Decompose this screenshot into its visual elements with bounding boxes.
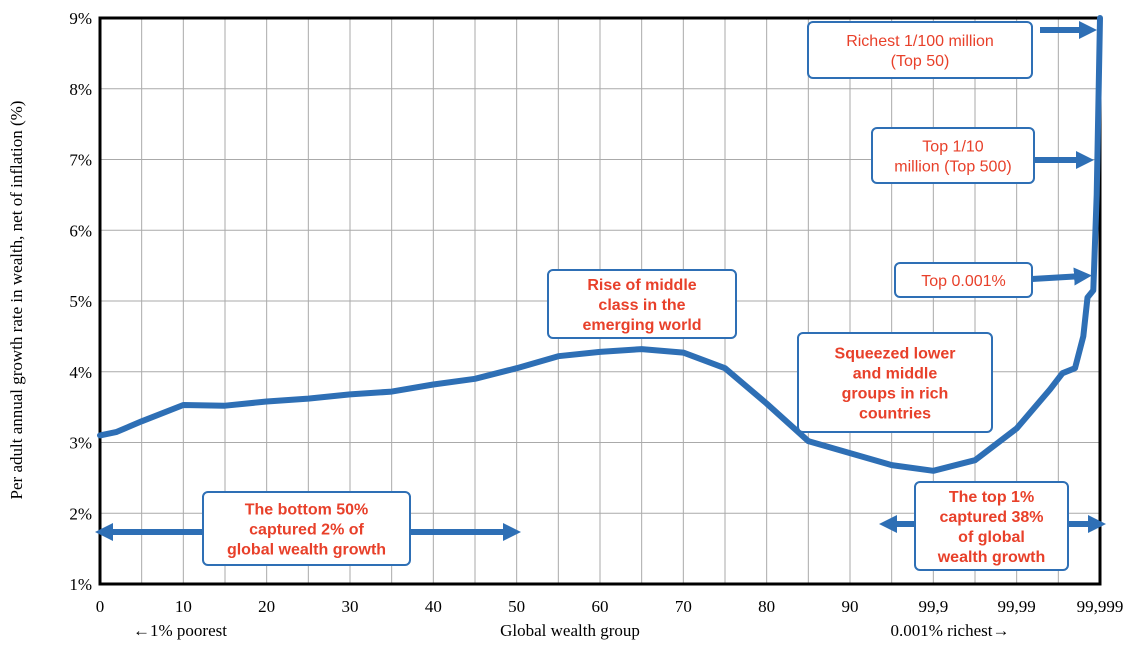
annotation-box — [202, 491, 411, 566]
annotation-box — [914, 481, 1069, 571]
y-tick-label: 2% — [69, 504, 92, 523]
y-tick-label: 5% — [69, 292, 92, 311]
annotation-text: countries — [859, 406, 931, 423]
annotation-text: captured 2% of — [249, 522, 364, 539]
annotation-box — [547, 269, 737, 339]
x-tick-label: 40 — [425, 597, 442, 616]
y-axis-label: Per adult annual growth rate in wealth, … — [7, 101, 26, 500]
annotation-text: and middle — [853, 366, 938, 383]
annotation-text: of global — [958, 529, 1025, 546]
annotation-text: Top 0.001% — [921, 273, 1006, 290]
x-tick-label: 30 — [342, 597, 359, 616]
x-tick-label: 99,99 — [998, 597, 1036, 616]
annotation-text: wealth growth — [937, 549, 1046, 566]
annotation-box — [894, 262, 1033, 298]
x-axis-note: 0.001% richest→ — [891, 621, 1010, 640]
x-tick-label: 10 — [175, 597, 192, 616]
y-tick-label: 8% — [69, 80, 92, 99]
x-tick-label: 50 — [508, 597, 525, 616]
annotation-text: million (Top 500) — [894, 159, 1011, 176]
annotation-text: The bottom 50% — [245, 502, 369, 519]
annotation-text: Richest 1/100 million — [846, 33, 994, 50]
annotation-text: captured 38% — [939, 509, 1043, 526]
annotation-text: global wealth growth — [227, 542, 386, 559]
y-tick-label: 7% — [69, 151, 92, 170]
x-axis-note: ←1% poorest — [133, 621, 227, 640]
y-tick-label: 3% — [69, 434, 92, 453]
annotation-text: class in the — [598, 297, 685, 314]
x-tick-label: 70 — [675, 597, 692, 616]
data-line — [97, 15, 1103, 474]
annotation-text: The top 1% — [949, 489, 1034, 506]
x-axis-label: Global wealth group — [500, 621, 640, 640]
y-tick-label: 1% — [69, 575, 92, 594]
annotation-text: Top 1/10 — [922, 139, 983, 156]
x-tick-label: 90 — [842, 597, 859, 616]
y-tick-label: 6% — [69, 221, 92, 240]
x-tick-label: 99,999 — [1077, 597, 1123, 616]
annotation-box — [871, 127, 1035, 184]
x-tick-label: 60 — [592, 597, 609, 616]
annotation-text: Rise of middle — [587, 277, 696, 294]
arrow — [1031, 267, 1092, 286]
y-tick-label: 4% — [69, 363, 92, 382]
annotation-text: Squeezed lower — [835, 346, 956, 363]
plot-frame — [98, 16, 1102, 586]
annotation-text: groups in rich — [842, 386, 949, 403]
x-tick-label: 99,9 — [918, 597, 948, 616]
y-tick-label: 9% — [69, 9, 92, 28]
x-tick-label: 80 — [758, 597, 775, 616]
x-tick-label: 20 — [258, 597, 275, 616]
annotation-text: (Top 50) — [891, 53, 950, 70]
annotation-text: emerging world — [582, 317, 701, 334]
annotation-box — [807, 21, 1033, 79]
annotation-box — [797, 332, 993, 433]
x-tick-label: 0 — [96, 597, 105, 616]
